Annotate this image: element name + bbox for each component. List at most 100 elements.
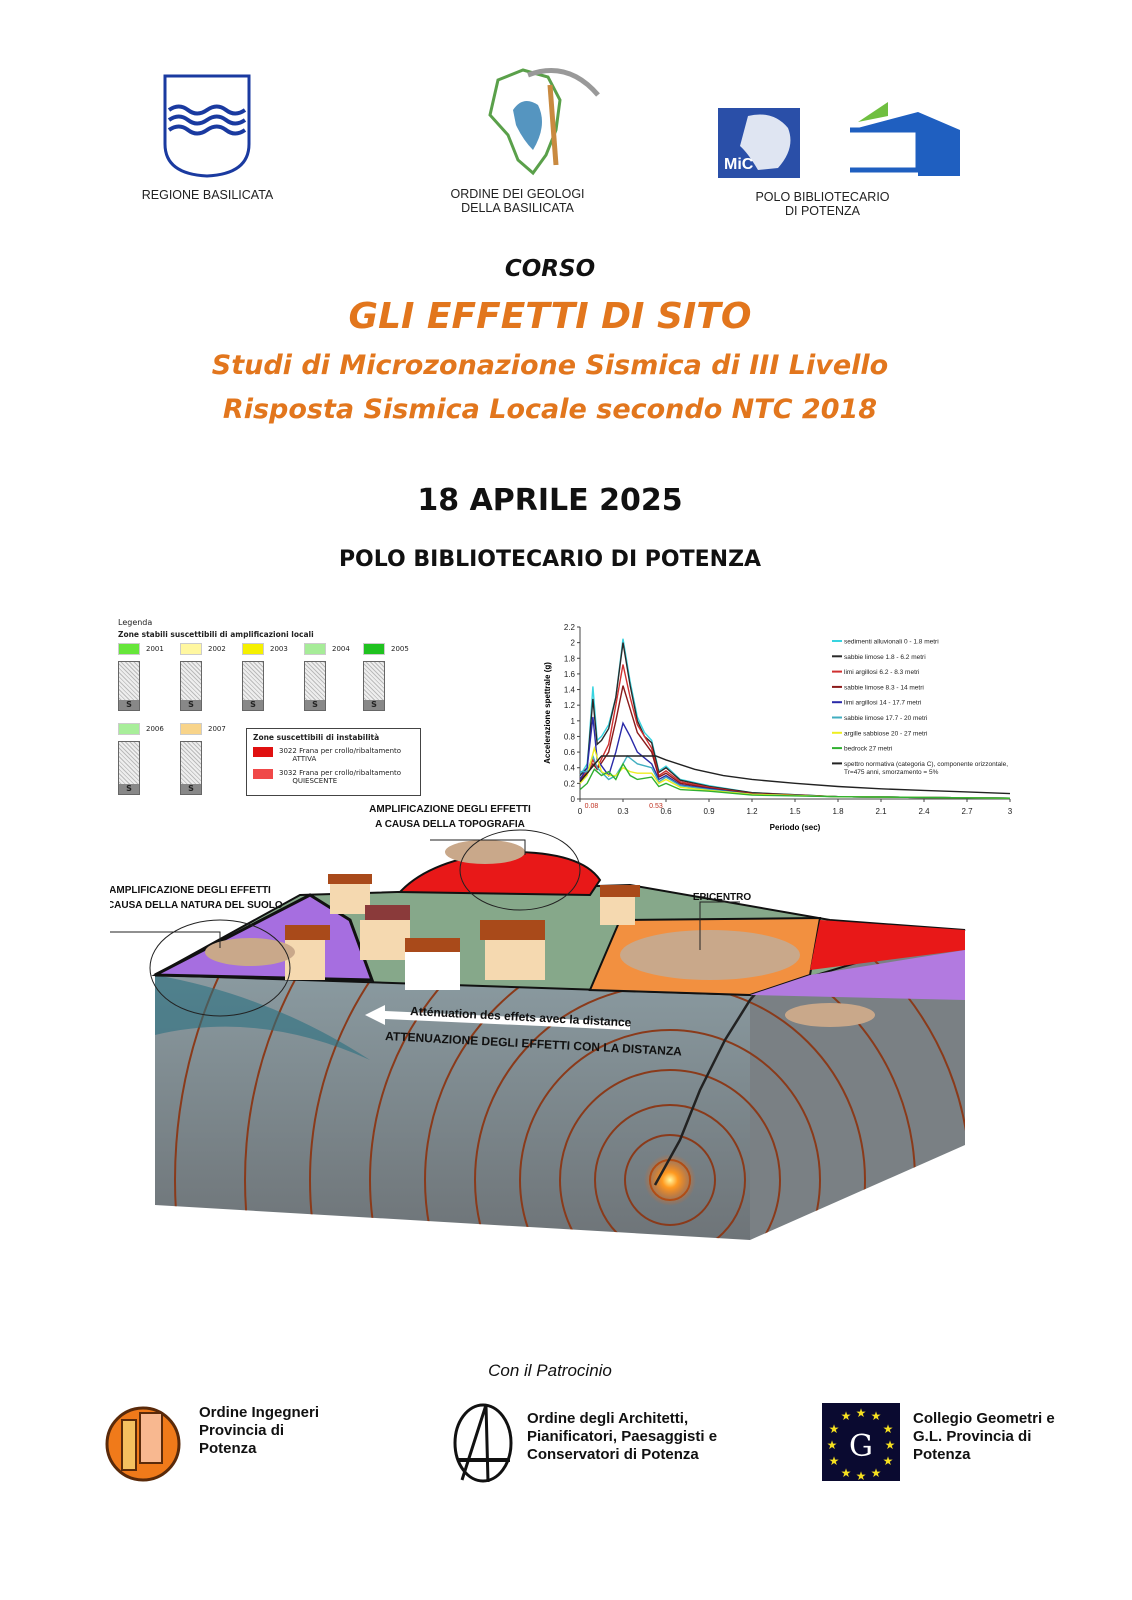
- svg-text:★: ★: [883, 1454, 894, 1468]
- sponsor-line: Conservatori di Potenza: [527, 1446, 699, 1463]
- x-tick-label: 3: [1008, 807, 1013, 816]
- series-line-4: [579, 716, 1011, 799]
- legend-entry-2: limi argillosi 6.2 - 8.3 metri: [844, 669, 920, 676]
- polo-bibliotecario-logo: [848, 100, 963, 178]
- legend-title: Legenda: [118, 618, 153, 627]
- stable-zones-list: 2001 S 2002 S 2003 S 2004 S 2005 S 2006 S 2007…: [118, 639, 428, 799]
- zone-state: ATTIVA: [292, 755, 317, 763]
- collegio-geometri-name: Collegio Geometri e G.L. Provincia di Po…: [913, 1410, 1055, 1464]
- ordine-ingegneri-logo: [104, 1405, 182, 1483]
- ingegneri-logo-icon: [105, 1406, 181, 1482]
- attenuation-arrow: [365, 1005, 630, 1030]
- sponsor-line: Collegio Geometri e: [913, 1410, 1055, 1427]
- legend-entry-1: sabbie limose 1.8 - 6.2 metri: [844, 654, 926, 661]
- zone-desc: Frana per crollo/ribaltamento: [299, 747, 402, 755]
- zone-swatch: [180, 643, 202, 655]
- svg-text:★: ★: [829, 1454, 840, 1468]
- x-tick-label: 0.3: [617, 807, 629, 816]
- stratigraphic-column: S: [242, 661, 264, 711]
- y-tick-label: 1: [571, 717, 576, 726]
- earthquake-focus: [644, 1154, 696, 1206]
- collegio-geometri-logo: ★ ★ ★ ★ ★ ★ ★ ★ ★ ★ ★ ★ G: [822, 1403, 900, 1483]
- stable-zone-2006: 2006 S: [118, 723, 164, 795]
- y-tick-label: 1.2: [564, 701, 576, 710]
- regione-basilicata-caption: REGIONE BASILICATA: [141, 188, 274, 202]
- zone-code: 2002: [208, 645, 226, 653]
- annotation-label: 0.08: [585, 803, 599, 810]
- y-tick-label: 0: [571, 795, 576, 804]
- svg-text:★: ★: [856, 1469, 867, 1481]
- svg-text:★: ★: [883, 1422, 894, 1436]
- x-tick-label: 1.5: [789, 807, 801, 816]
- sponsor-line: Provincia di: [199, 1422, 285, 1439]
- zone-swatch: [118, 723, 140, 735]
- stratigraphic-column: S: [118, 741, 140, 795]
- x-tick-label: 0: [578, 807, 583, 816]
- caption-line: DI POTENZA: [784, 204, 860, 218]
- svg-text:G: G: [849, 1429, 873, 1464]
- y-tick-label: 1.8: [564, 654, 576, 663]
- architetti-logo-icon: [453, 1403, 513, 1483]
- x-tick-label: 2.1: [875, 807, 887, 816]
- legend-entry-3: sabbie limose 8.3 - 14 metri: [844, 684, 924, 691]
- label-topography-line2: A CAUSA DELLA TOPOGRAFIA: [375, 819, 525, 830]
- stable-zone-2001: 2001 S: [118, 643, 164, 711]
- geologi-map-icon: [488, 68, 600, 176]
- label-soil-line2: A CAUSA DELLA NATURA DEL SUOLO: [110, 900, 283, 911]
- stratigraphic-column: S: [304, 661, 326, 711]
- ordine-geologi-caption: ORDINE DEI GEOLOGI DELLA BASILICATA: [430, 187, 605, 215]
- sponsor-line: Ordine degli Architetti,: [527, 1410, 689, 1427]
- sponsor-line: Ordine Ingegneri: [199, 1404, 320, 1421]
- stratigraphic-column: S: [363, 661, 385, 711]
- series-line-7: [579, 762, 1011, 799]
- svg-text:★: ★: [827, 1438, 838, 1452]
- map-legend: Legenda Zone stabili suscettibili di amp…: [118, 618, 428, 803]
- legend-entry-6: argille sabbiose 20 - 27 metri: [844, 730, 927, 737]
- svg-text:★: ★: [841, 1409, 852, 1423]
- legend-entry-7: bedrock 27 metri: [844, 746, 892, 753]
- course-title: GLI EFFETTI DI SITO: [348, 296, 752, 337]
- spectral-acceleration-chart: 0 0.2 0.4 0.6 0.8 1 1.2 1.4 1.6 1.8 2 2.2 0 0.3 0.6 0.9…: [543, 623, 1013, 832]
- series-line-1: [579, 642, 1011, 799]
- topography-highlight-circle: [459, 829, 581, 911]
- zone-swatch: [242, 643, 264, 655]
- geometri-logo-icon: ★★ ★ ★ ★★ ★ ★ ★★ ★★ G: [827, 1406, 896, 1483]
- series-line-3: [579, 685, 1011, 799]
- regione-basilicata-shield-icon: [163, 74, 251, 178]
- y-tick-label: 0.4: [564, 764, 576, 773]
- stable-zone-2007: 2007 S: [180, 723, 226, 795]
- label-topography-line1: AMPLIFICAZIONE DEGLI EFFETTI: [369, 804, 531, 815]
- x-tick-label: 0.9: [703, 807, 715, 816]
- course-date: 18 APRILE 2025: [417, 483, 683, 518]
- zone-label: 3022 Frana per crollo/ribaltamento ATTIV…: [279, 747, 401, 763]
- zone-swatch: [363, 643, 385, 655]
- series-line-8: [579, 755, 1011, 795]
- zone-code: 3022: [279, 747, 297, 755]
- soil-highlight-circle: [149, 919, 291, 1017]
- course-subtitle-1: Studi di Microzonazione Sismica di III L…: [211, 350, 889, 381]
- x-tick-label: 1.8: [832, 807, 844, 816]
- patronage-heading: Con il Patrocinio: [488, 1361, 612, 1380]
- svg-text:★: ★: [841, 1466, 852, 1480]
- svg-text:★: ★: [829, 1422, 840, 1436]
- stable-zone-2003: 2003 S: [242, 643, 288, 711]
- zone-label: 3032 Frana per crollo/ribaltamento QUIES…: [279, 769, 401, 785]
- diagram-front-face: [155, 975, 750, 1240]
- sponsor-line: G.L. Provincia di: [913, 1428, 1032, 1445]
- stratigraphic-column: S: [180, 741, 202, 795]
- stable-zone-2002: 2002 S: [180, 643, 226, 711]
- y-tick-label: 0.6: [564, 748, 576, 757]
- zone-code: 2001: [146, 645, 164, 653]
- terrain-red-right: [810, 920, 965, 970]
- zone-code: 2003: [270, 645, 288, 653]
- ordine-geologi-logo: [478, 55, 603, 180]
- zone-swatch: [118, 643, 140, 655]
- course-subtitle-2: Risposta Sismica Locale secondo NTC 2018: [222, 394, 878, 425]
- caption-line: POLO BIBLIOTECARIO: [755, 190, 890, 204]
- x-tick-label: 1.2: [746, 807, 758, 816]
- x-tick-label: 2.4: [918, 807, 930, 816]
- zone-code: 2007: [208, 725, 226, 733]
- stratigraphic-column: S: [118, 661, 140, 711]
- svg-text:★: ★: [856, 1406, 867, 1420]
- mic-logo: MiC: [718, 108, 800, 178]
